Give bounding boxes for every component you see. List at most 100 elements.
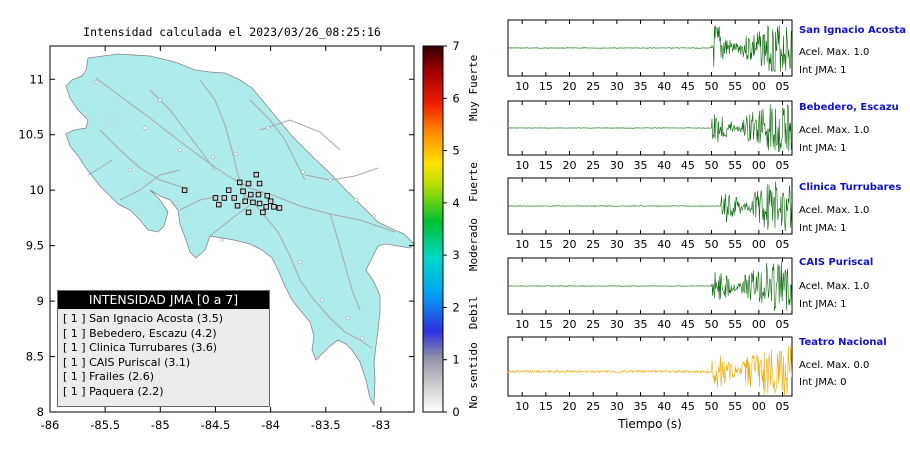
trace-x-tick-label: 35 [634, 318, 648, 331]
colorbar-label: Fuerte [467, 162, 480, 202]
trace-x-tick-label: 15 [539, 80, 553, 93]
trace-x-tick-label: 10 [515, 318, 529, 331]
trace-x-tick-label: 10 [515, 159, 529, 172]
trace-x-tick-label: 25 [586, 400, 600, 413]
legend-item-name: Paquera (2.2) [89, 384, 164, 398]
road-line [304, 167, 379, 181]
trace-x-tick-label: 00 [752, 238, 766, 251]
trace-x-tick-label: 45 [681, 318, 695, 331]
legend-item-name: San Ignacio Acosta (3.5) [89, 312, 224, 325]
trace-waveform [507, 104, 793, 153]
map-y-tick-label: 11 [29, 72, 44, 86]
road-line [239, 189, 373, 349]
map-x-tick-label: -85.5 [90, 418, 120, 432]
trace-panel: 10 15 20 25 30 35 40 45 50 55 00 05 [507, 336, 793, 413]
city-dot [178, 148, 182, 152]
station-marker [253, 171, 260, 178]
city-dot [234, 152, 238, 156]
city-dot [110, 118, 114, 122]
city-dot [266, 126, 270, 130]
station-marker [216, 201, 222, 208]
trace-panel: 10 15 20 25 30 35 40 45 50 55 00 05 [507, 257, 793, 331]
trace-x-tick-label: 10 [515, 80, 529, 93]
map-y-tick-label: 8.5 [26, 350, 44, 364]
trace-x-tick-label: 35 [634, 159, 648, 172]
trace-x-tick-label: 30 [610, 159, 624, 172]
station-marker [256, 180, 263, 187]
trace-x-tick-label: 55 [728, 238, 742, 251]
colorbar [422, 45, 444, 413]
trace-panel: 10 15 20 25 30 35 40 45 50 55 00 05 [507, 19, 793, 93]
map-x-tick-label: -86 [41, 418, 60, 432]
map-y-tick-label: 10 [29, 183, 44, 197]
legend-item-jma: [ 1 ] [63, 355, 86, 369]
road-line [329, 213, 361, 311]
trace-x-tick-label: 40 [657, 400, 671, 413]
trace-x-tick-label: 40 [657, 318, 671, 331]
city-dot [360, 336, 364, 340]
station-jma: Int JMA: 1 [799, 299, 847, 310]
station-marker [248, 191, 254, 198]
trace-x-tick-label: 25 [586, 159, 600, 172]
map-x-tick-label: -84 [261, 418, 280, 432]
road-line [249, 99, 306, 181]
trace-x-tick-label: 10 [515, 238, 529, 251]
city-dot [211, 155, 215, 159]
road-line [209, 204, 251, 237]
station-marker [264, 192, 271, 199]
trace-x-tick-label: 05 [776, 80, 790, 93]
trace-waveform [507, 261, 793, 311]
road-line [119, 169, 181, 201]
legend-item: [ 1 ] CAIS Puriscal (3.1) [58, 356, 269, 371]
station-marker [231, 195, 237, 201]
trace-x-tick-label: 50 [705, 238, 719, 251]
legend-item-name: Bebedero, Escazu (4.2) [89, 326, 217, 340]
station-accel: Acel. Max. 1.0 [799, 205, 870, 216]
colorbar-tick-label: 7 [452, 39, 459, 53]
legend-title: INTENSIDAD JMA [0 a 7] [58, 291, 269, 309]
trace-panels: 10 15 20 25 30 35 40 45 50 55 00 05 10 15 20 25 30 35 40 45… [507, 19, 793, 431]
trace-x-tick-label: 35 [634, 80, 648, 93]
city-dot [320, 298, 324, 302]
station-marker [181, 187, 188, 193]
trace-x-tick-label: 50 [705, 159, 719, 172]
road-line [149, 89, 216, 171]
trace-x-tick-label: 25 [586, 80, 600, 93]
station-marker [245, 180, 252, 187]
colorbar-tick-label: 3 [452, 248, 459, 262]
colorbar-tick-label: 0 [452, 405, 459, 419]
city-dot [220, 238, 224, 242]
trace-x-tick-label: 35 [634, 238, 648, 251]
road-line [87, 159, 113, 176]
legend-item-jma: [ 1 ] [63, 384, 86, 398]
trace-x-tick-label: 00 [752, 318, 766, 331]
station-name: Clinica Turrubares [799, 182, 902, 193]
colorbar-label: Muy Fuerte [467, 55, 480, 121]
trace-x-tick-label: 20 [563, 159, 577, 172]
station-marker [256, 200, 263, 207]
trace-x-tick-label: 45 [681, 159, 695, 172]
legend: INTENSIDAD JMA [0 a 7] [ 1 ] San Ignacio… [57, 290, 270, 407]
legend-item-name: Frailes (2.6) [89, 370, 155, 384]
colorbar-tick-label: 2 [452, 300, 459, 314]
trace-x-tick-label: 05 [776, 159, 790, 172]
city-dot [143, 126, 147, 130]
legend-item-jma: [ 1 ] [63, 370, 86, 384]
colorbar-tick-label: 4 [452, 196, 459, 210]
road-line [259, 119, 341, 151]
city-dot [174, 201, 178, 205]
trace-x-tick-label: 20 [563, 318, 577, 331]
city-dot [372, 214, 376, 218]
station-marker [260, 209, 266, 216]
station-marker [234, 202, 241, 209]
map-y-tick-label: 9.5 [26, 239, 44, 253]
city-markers [94, 80, 376, 340]
city-dot [128, 168, 132, 172]
colorbar-label: Moderado [467, 218, 480, 271]
trace-x-tick-label: 15 [539, 318, 553, 331]
trace-x-tick-label: 05 [776, 318, 790, 331]
legend-item: [ 1 ] Bebedero, Escazu (4.2) [58, 327, 269, 342]
station-name: Teatro Nacional [799, 337, 887, 348]
city-dot [301, 170, 305, 174]
